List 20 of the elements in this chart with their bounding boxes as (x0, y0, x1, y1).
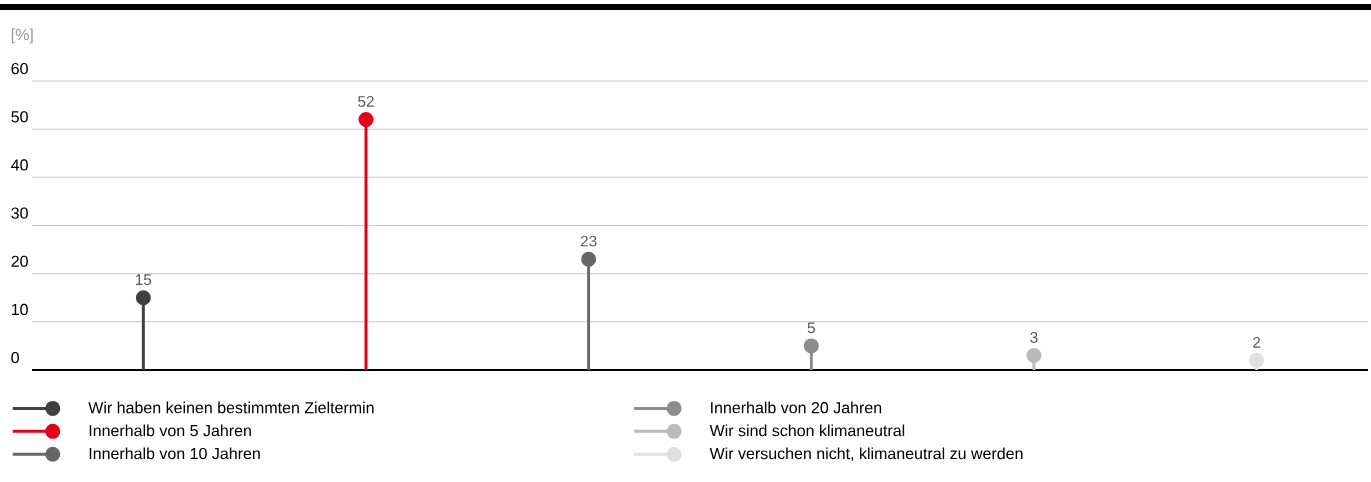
y-tick-label: 20 (11, 255, 28, 267)
legend-label: Wir versuchen nicht, klimaneutral zu werden (709, 447, 1023, 462)
y-axis-title: [%] (11, 28, 33, 44)
y-tick-label: 40 (11, 159, 28, 171)
data-label: 23 (580, 235, 597, 247)
y-tick-label: 10 (11, 303, 28, 316)
y-tick-label: 50 (11, 111, 28, 123)
data-label: 2 (1253, 336, 1261, 348)
data-label: 3 (1030, 331, 1038, 343)
legend-label: Innerhalb von 5 Jahren (89, 424, 251, 437)
y-tick-label: 30 (11, 207, 28, 219)
data-label: 52 (358, 95, 374, 107)
y-tick-label: 0 (11, 351, 19, 364)
y-tick-label: 60 (11, 62, 28, 75)
legend-label: Innerhalb von 20 Jahren (711, 401, 882, 414)
data-label: 5 (807, 322, 815, 334)
legend-label: Wir sind schon klimaneutral (709, 424, 905, 437)
legend-label: Wir haben keinen bestimmten Zieltermin (88, 401, 374, 414)
legend-label: Innerhalb von 10 Jahren (89, 447, 260, 460)
data-label: 15 (135, 274, 152, 286)
